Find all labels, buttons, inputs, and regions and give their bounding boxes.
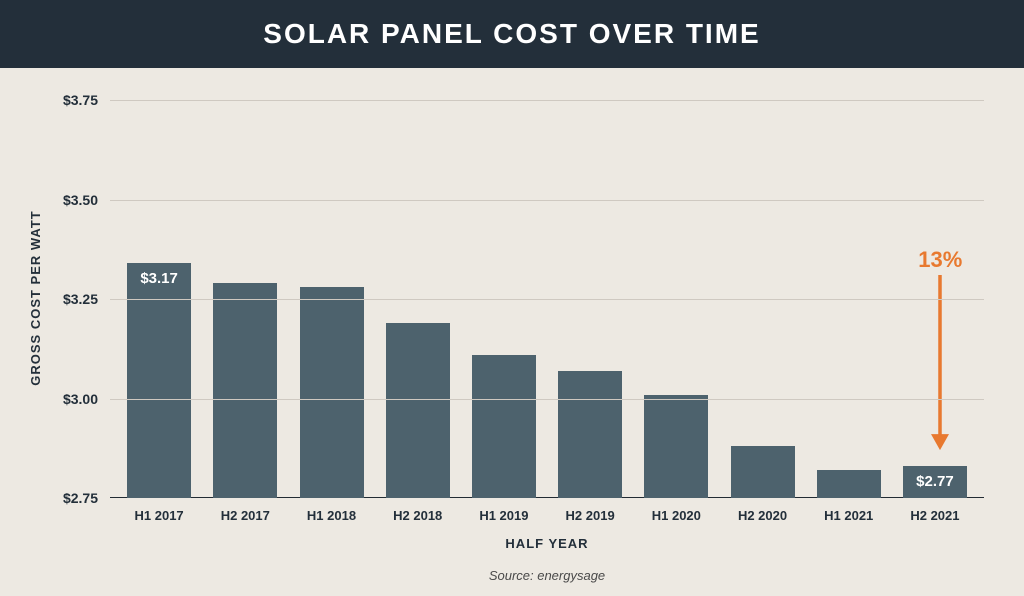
x-tick-label: H1 2018 bbox=[288, 508, 374, 523]
y-axis-label: GROSS COST PER WATT bbox=[28, 210, 43, 386]
y-tick-label: $3.50 bbox=[63, 192, 98, 208]
grid-line bbox=[110, 299, 984, 300]
chart-title: SOLAR PANEL COST OVER TIME bbox=[263, 18, 760, 50]
bar bbox=[817, 470, 881, 498]
percent-annotation: 13% bbox=[918, 247, 962, 273]
x-tick-label: H2 2018 bbox=[375, 508, 461, 523]
x-tick-label: H2 2021 bbox=[892, 508, 978, 523]
grid-line bbox=[110, 100, 984, 101]
y-tick-label: $3.00 bbox=[63, 391, 98, 407]
x-tick-label: H2 2017 bbox=[202, 508, 288, 523]
x-tick-label: H1 2019 bbox=[461, 508, 547, 523]
source-citation: Source: energysage bbox=[110, 568, 984, 583]
grid-line bbox=[110, 399, 984, 400]
bar bbox=[644, 395, 708, 498]
x-tick-label: H2 2020 bbox=[719, 508, 805, 523]
bar bbox=[213, 283, 277, 498]
grid-line bbox=[110, 200, 984, 201]
x-tick-label: H1 2020 bbox=[633, 508, 719, 523]
bar bbox=[731, 446, 795, 498]
down-arrow-icon bbox=[925, 275, 955, 450]
first-bar-value-label: $3.17 bbox=[116, 270, 202, 287]
chart-header: SOLAR PANEL COST OVER TIME bbox=[0, 0, 1024, 68]
bar bbox=[472, 355, 536, 498]
bar bbox=[300, 287, 364, 498]
x-tick-label: H2 2019 bbox=[547, 508, 633, 523]
x-tick-label: H1 2021 bbox=[806, 508, 892, 523]
bar bbox=[558, 371, 622, 498]
y-tick-label: $3.25 bbox=[63, 291, 98, 307]
y-tick-label: $2.75 bbox=[63, 490, 98, 506]
plot-region: H1 2017$3.17H2 2017H1 2018H2 2018H1 2019… bbox=[110, 100, 984, 498]
last-bar-value-label: $2.77 bbox=[892, 473, 978, 490]
x-axis-label: HALF YEAR bbox=[110, 536, 984, 551]
chart-area: GROSS COST PER WATT H1 2017$3.17H2 2017H… bbox=[0, 68, 1024, 596]
y-tick-label: $3.75 bbox=[63, 92, 98, 108]
x-tick-label: H1 2017 bbox=[116, 508, 202, 523]
bar bbox=[386, 323, 450, 498]
